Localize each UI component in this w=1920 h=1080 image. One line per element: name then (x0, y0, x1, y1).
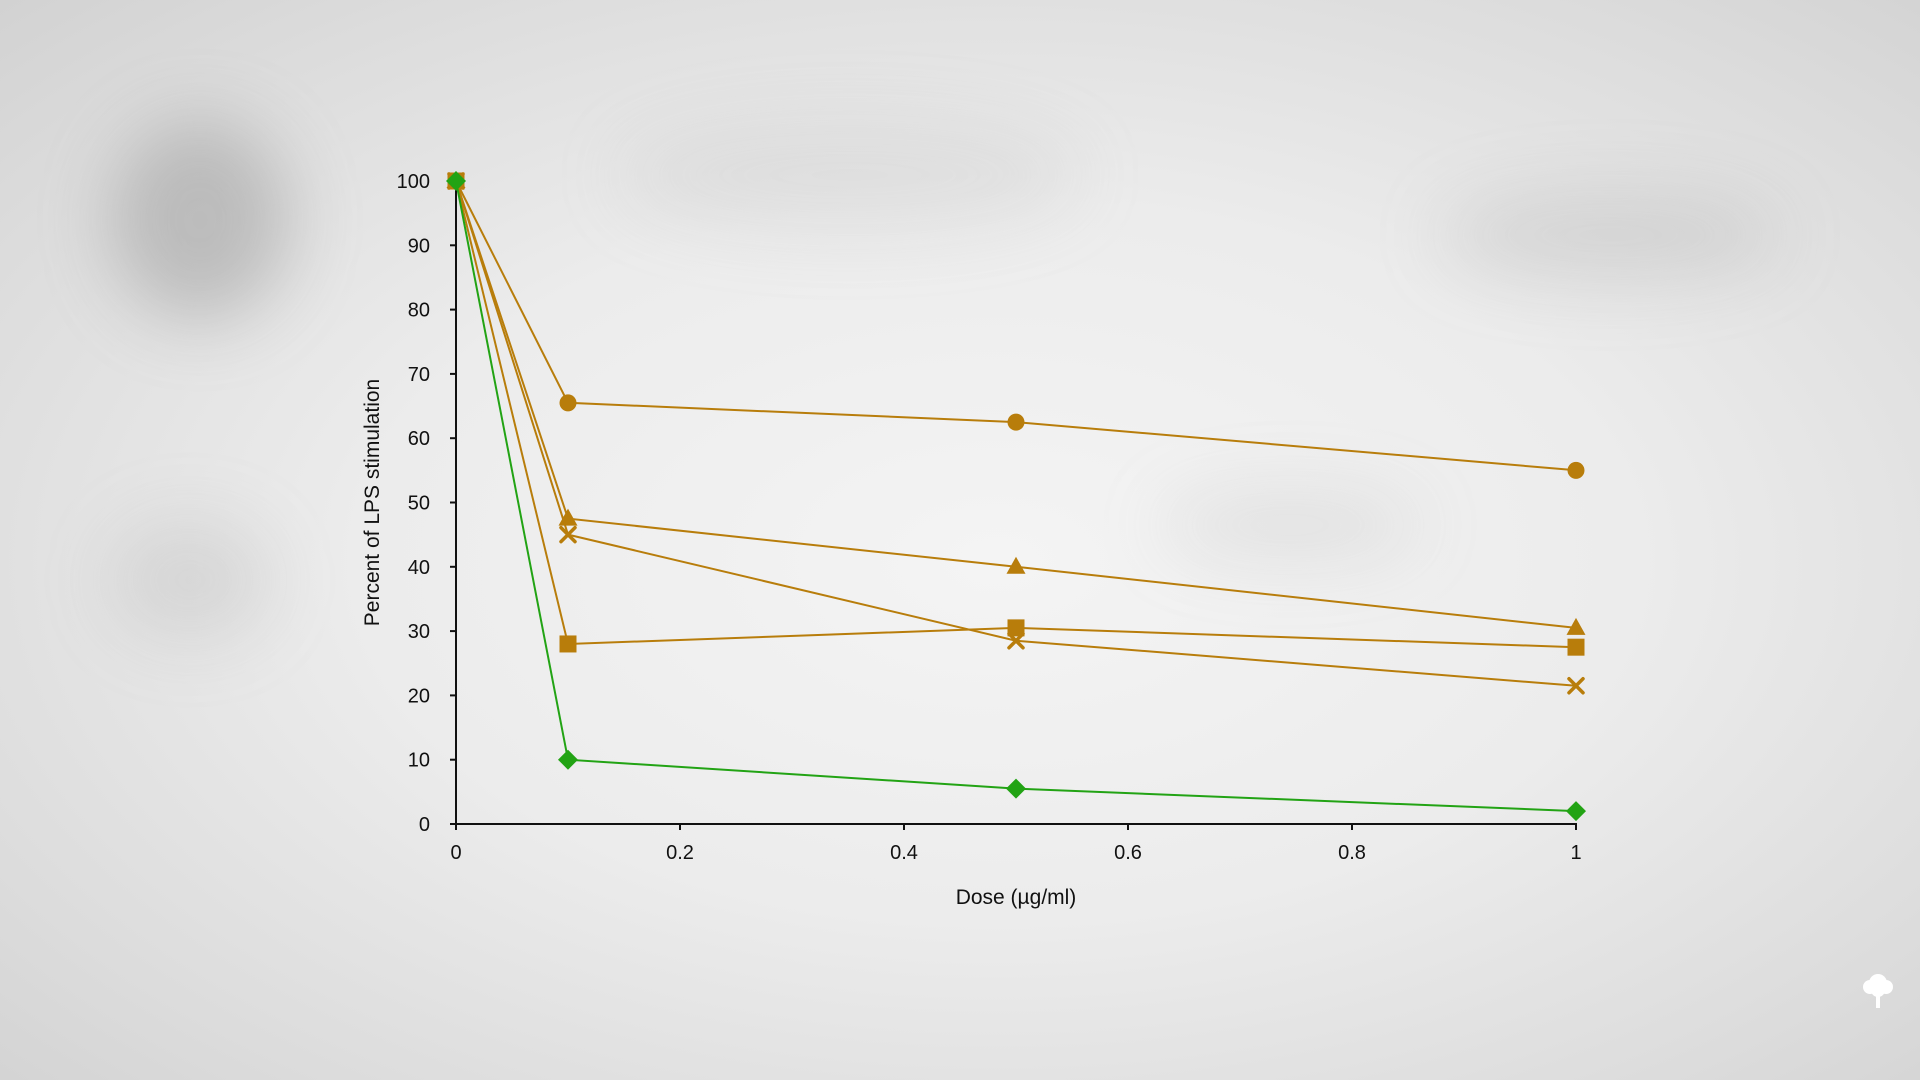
data-point-circle (1007, 413, 1025, 431)
y-tick-label: 10 (408, 750, 430, 772)
data-point-square (1007, 619, 1025, 637)
y-tick-label: 80 (408, 300, 430, 322)
data-point-diamond (1006, 778, 1026, 799)
series-triangle (446, 171, 1586, 635)
x-tick-label: 0.6 (1114, 842, 1142, 864)
y-tick-label: 40 (408, 557, 430, 579)
y-tick-label: 20 (408, 685, 430, 707)
data-point-circle (1567, 461, 1585, 479)
y-tick-label: 90 (408, 235, 430, 257)
data-point-diamond (446, 171, 466, 191)
data-point-diamond (558, 749, 578, 770)
tree-icon (1863, 974, 1893, 1008)
data-point-square (1567, 638, 1585, 656)
data-point-cross (559, 525, 577, 544)
x-axis-title: Dose (µg/ml) (956, 886, 1077, 909)
series-line (455, 180, 1577, 629)
series-layer (446, 171, 1586, 822)
series-line (455, 180, 1577, 649)
y-tick-label: 50 (408, 493, 430, 515)
series-cross (447, 172, 1585, 695)
series-diamond (446, 171, 1586, 822)
y-axis-title: Percent of LPS stimulation (361, 379, 384, 626)
data-point-circle (559, 394, 577, 412)
data-point-diamond (1566, 801, 1586, 822)
x-tick-label: 0.4 (890, 842, 918, 864)
y-tick-label: 0 (419, 814, 430, 836)
x-axis-ticks: 0 0.2 0.4 0.6 0.8 1 (450, 824, 1582, 864)
data-point-triangle (1566, 617, 1586, 635)
data-point-cross (1567, 677, 1585, 695)
y-tick-label: 100 (397, 171, 430, 193)
x-tick-label: 1 (1570, 842, 1581, 864)
data-point-triangle (1006, 556, 1026, 574)
y-tick-label: 70 (408, 364, 430, 386)
data-point-square (559, 635, 577, 653)
y-tick-label: 60 (408, 428, 430, 450)
series-line (455, 180, 1577, 472)
series-line (455, 180, 1577, 687)
x-tick-label: 0.2 (666, 842, 694, 864)
x-tick-label: 0.8 (1338, 842, 1366, 864)
y-tick-label: 30 (408, 621, 430, 643)
series-circle (447, 172, 1585, 479)
y-axis-ticks: 0 10 20 30 40 50 60 70 80 90 100 (397, 171, 456, 836)
series-line (455, 180, 1577, 813)
x-tick-label: 0 (450, 842, 461, 864)
